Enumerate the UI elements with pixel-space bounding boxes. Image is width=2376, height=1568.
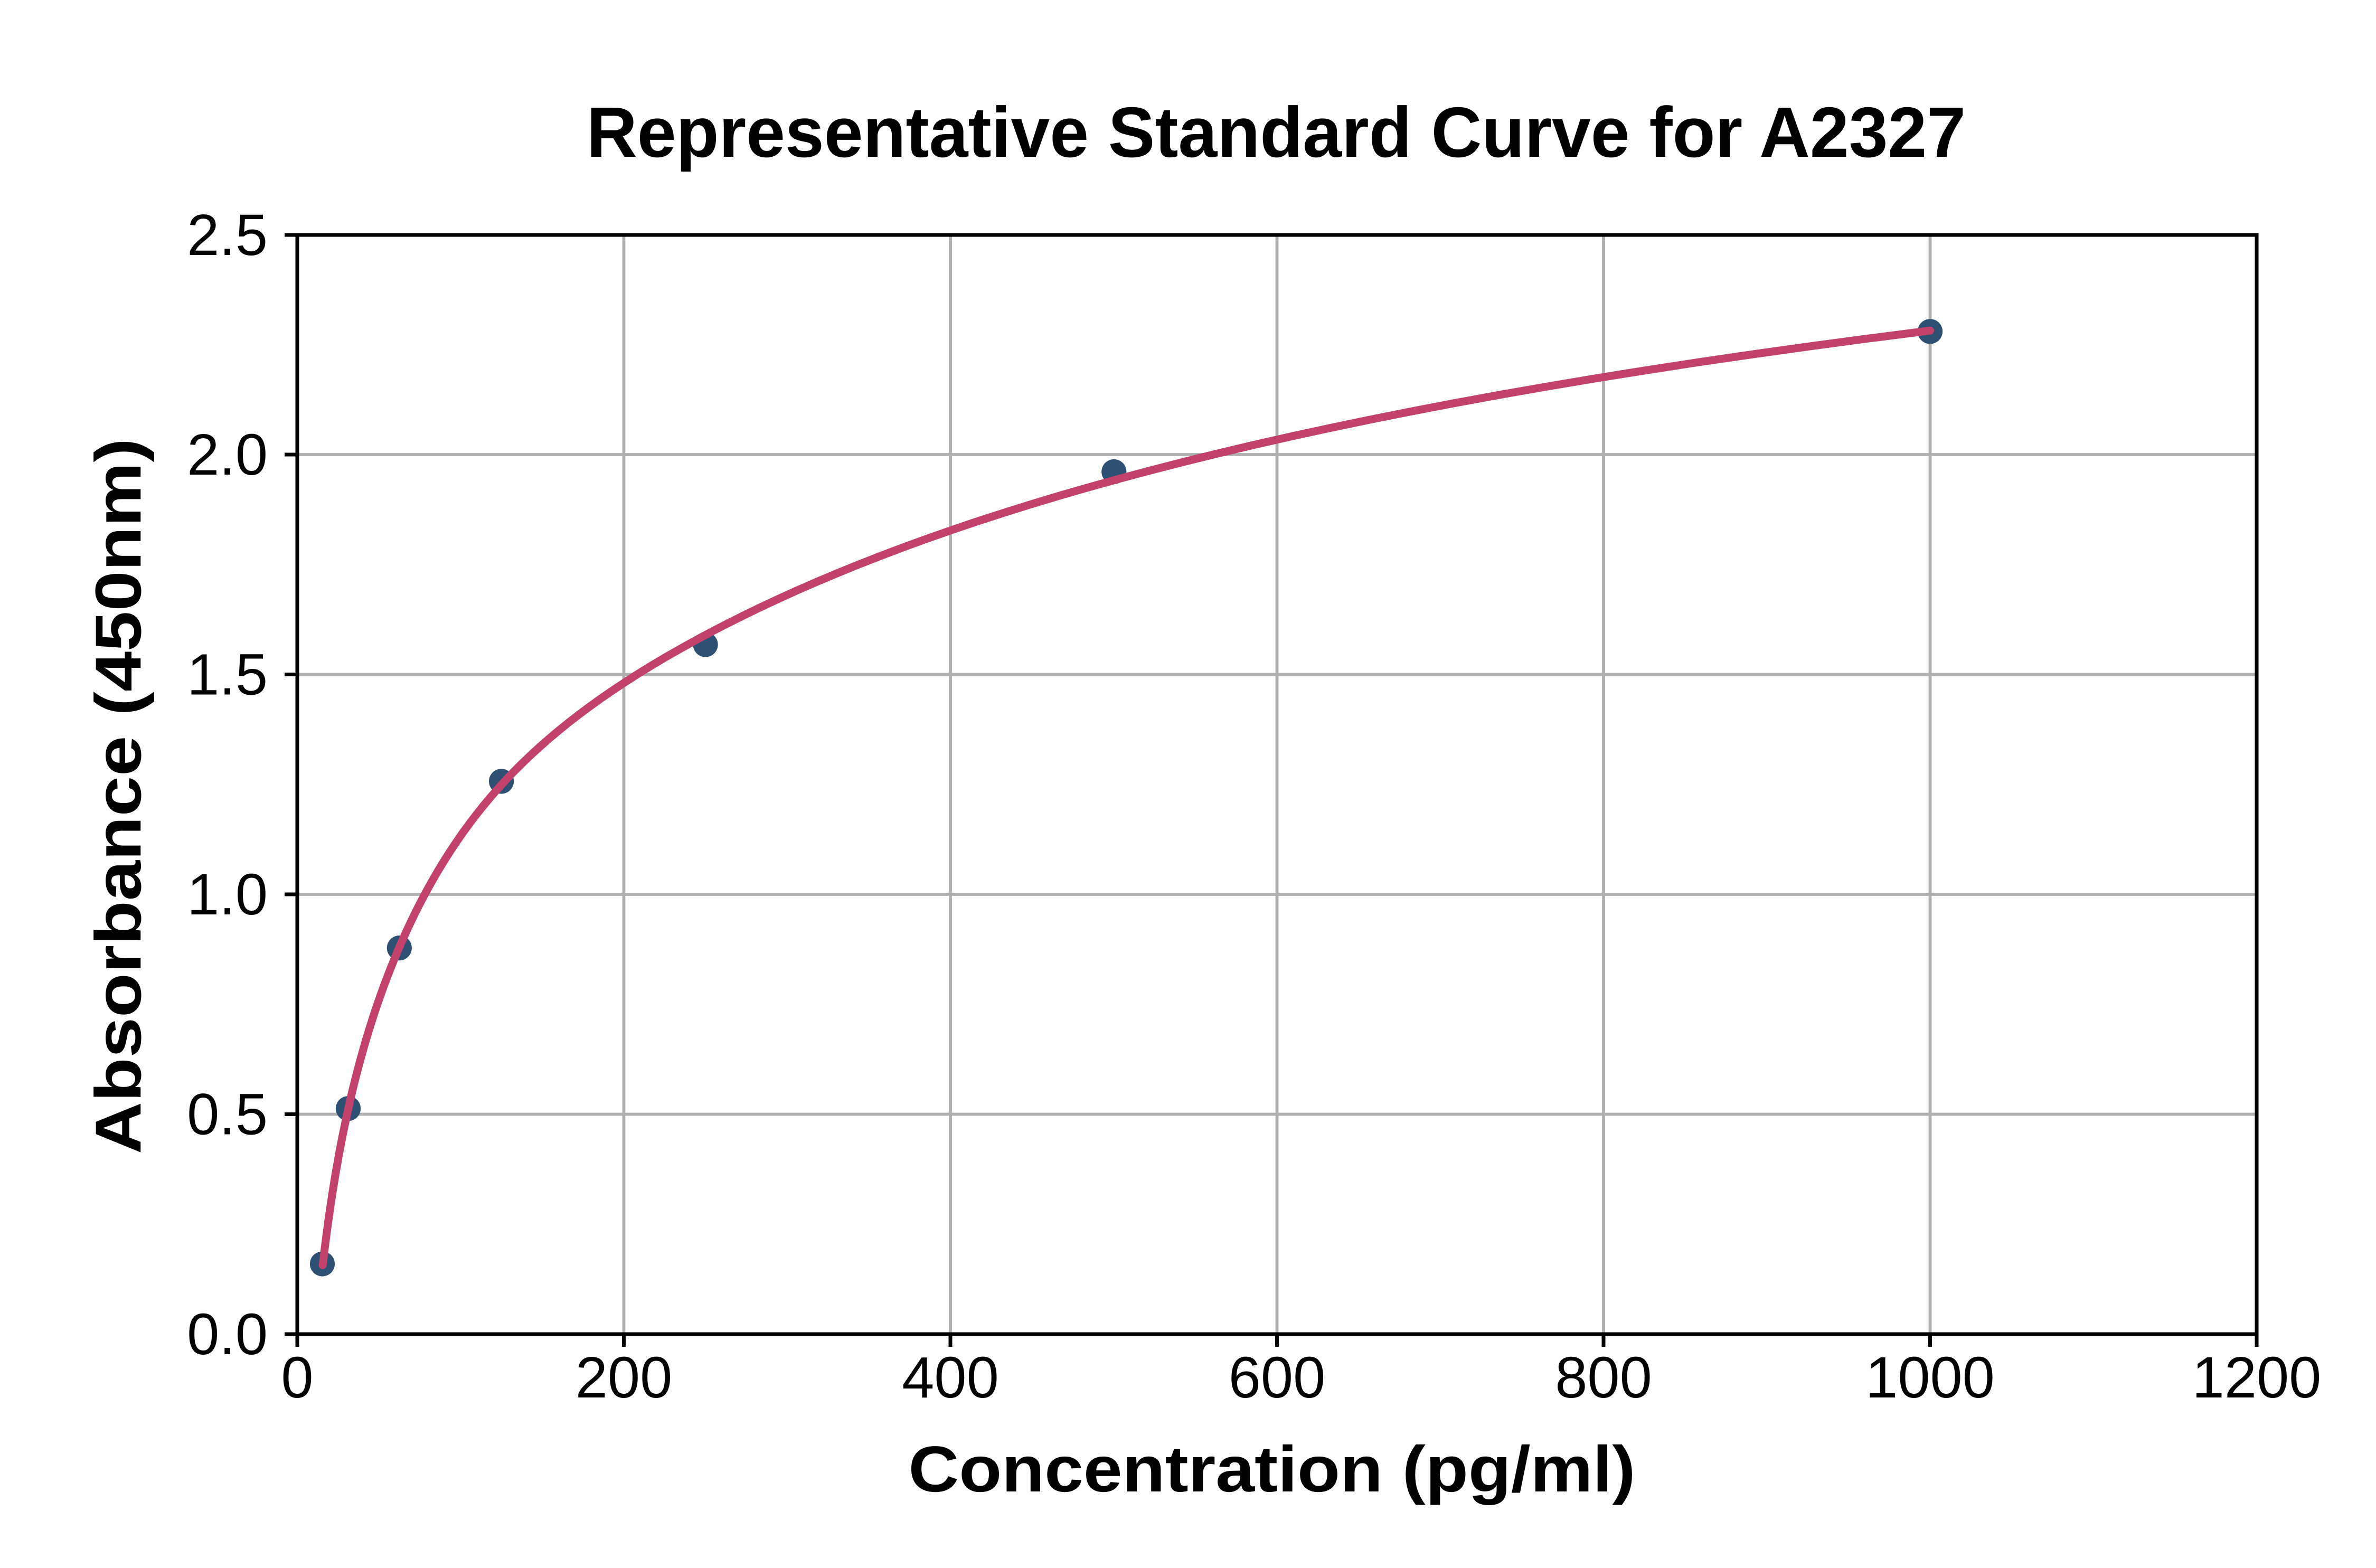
svg-text:2.0: 2.0 bbox=[187, 422, 268, 487]
svg-text:Absorbance (450nm): Absorbance (450nm) bbox=[82, 438, 155, 1154]
svg-text:Representative Standard Curve: Representative Standard Curve for A2327 bbox=[587, 92, 1966, 172]
svg-text:1200: 1200 bbox=[2192, 1345, 2322, 1410]
svg-text:1.5: 1.5 bbox=[187, 643, 268, 707]
svg-text:400: 400 bbox=[902, 1345, 999, 1410]
svg-text:0.5: 0.5 bbox=[187, 1082, 268, 1147]
svg-text:600: 600 bbox=[1229, 1345, 1326, 1410]
svg-text:2.5: 2.5 bbox=[187, 203, 268, 268]
svg-text:0.0: 0.0 bbox=[187, 1302, 268, 1367]
svg-text:0: 0 bbox=[281, 1345, 313, 1410]
svg-text:1000: 1000 bbox=[1865, 1345, 1995, 1410]
svg-text:800: 800 bbox=[1555, 1345, 1652, 1410]
svg-text:200: 200 bbox=[576, 1345, 673, 1410]
svg-text:Concentration (pg/ml): Concentration (pg/ml) bbox=[909, 1433, 1636, 1506]
svg-text:1.0: 1.0 bbox=[187, 862, 268, 927]
